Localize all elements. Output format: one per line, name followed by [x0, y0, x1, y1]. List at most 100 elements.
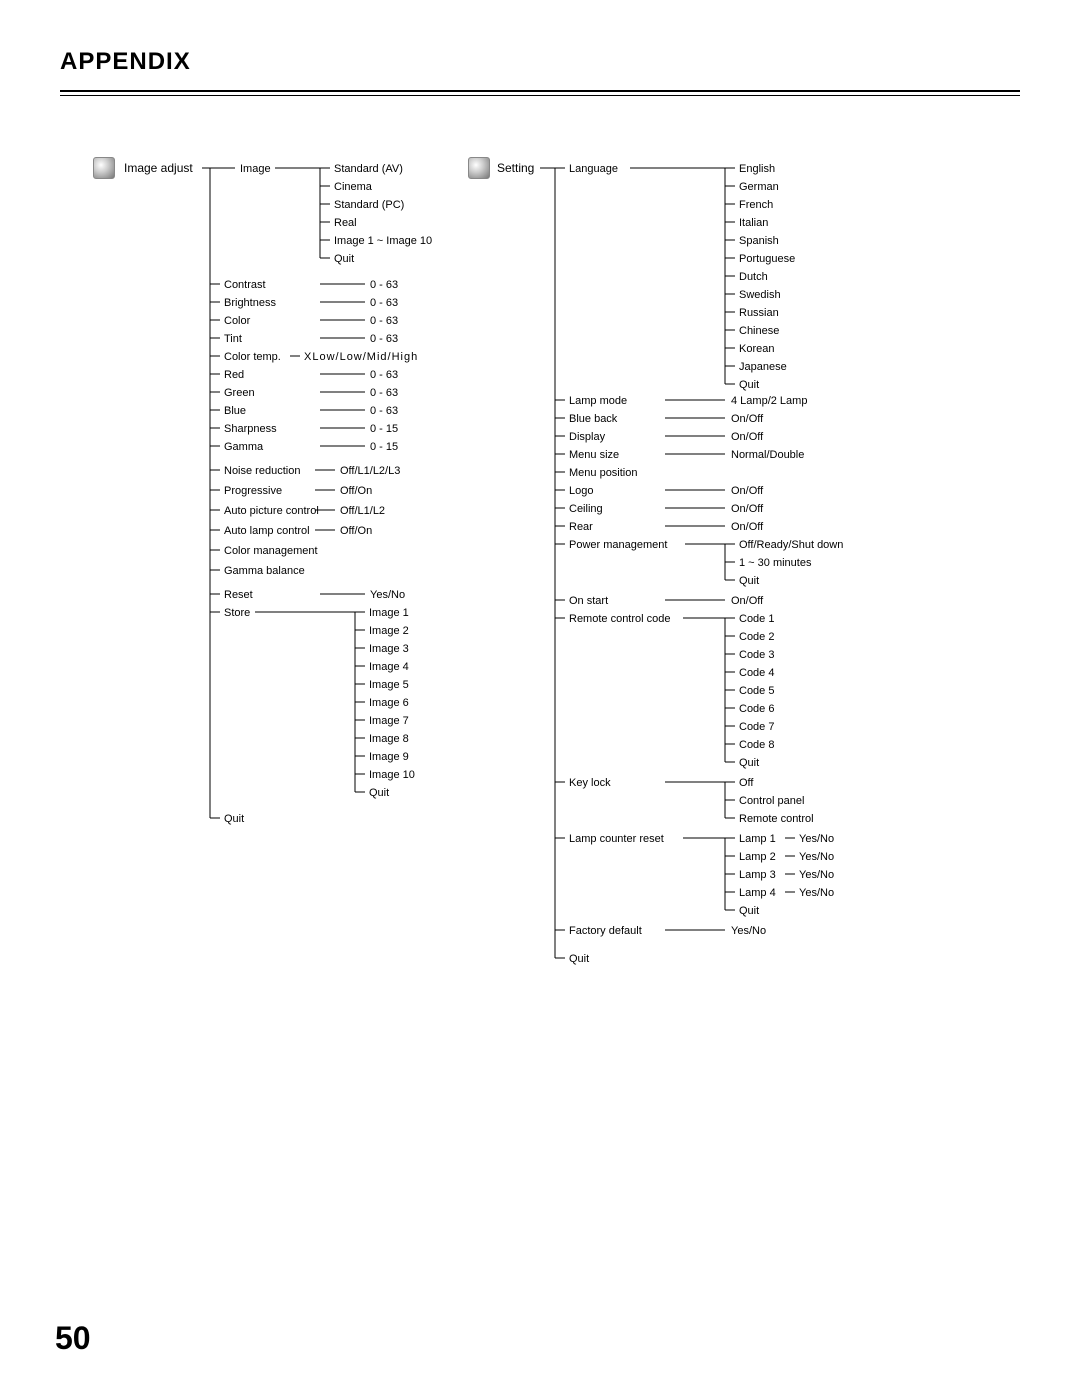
svg-text:0 - 63: 0 - 63 — [370, 315, 398, 327]
svg-text:Lamp 4: Lamp 4 — [739, 887, 776, 899]
svg-text:Display: Display — [569, 431, 606, 443]
svg-text:Control panel: Control panel — [739, 795, 804, 807]
svg-text:On/Off: On/Off — [731, 503, 764, 515]
svg-text:Contrast: Contrast — [224, 279, 266, 291]
svg-text:Image 4: Image 4 — [369, 661, 409, 673]
svg-text:Color temp.: Color temp. — [224, 351, 281, 363]
page-title: APPENDIX — [60, 48, 1020, 76]
svg-text:English: English — [739, 163, 775, 175]
svg-text:Sharpness: Sharpness — [224, 423, 277, 435]
svg-text:Off/On: Off/On — [340, 485, 372, 497]
svg-text:Red: Red — [224, 369, 244, 381]
svg-text:Yes/No: Yes/No — [799, 851, 834, 863]
svg-text:Code 3: Code 3 — [739, 649, 774, 661]
svg-text:Image 2: Image 2 — [369, 625, 409, 637]
svg-text:Image 1 ~ Image 10: Image 1 ~ Image 10 — [334, 235, 432, 247]
svg-text:Code 5: Code 5 — [739, 685, 774, 697]
svg-text:0 - 63: 0 - 63 — [370, 369, 398, 381]
svg-text:Factory default: Factory default — [569, 925, 642, 937]
svg-text:French: French — [739, 199, 773, 211]
svg-text:Menu position: Menu position — [569, 467, 638, 479]
svg-text:Image 1: Image 1 — [369, 607, 409, 619]
svg-text:Code 2: Code 2 — [739, 631, 774, 643]
svg-text:Image 3: Image 3 — [369, 643, 409, 655]
svg-text:Gamma: Gamma — [224, 441, 264, 453]
rule-thick — [60, 90, 1020, 92]
svg-text:Rear: Rear — [569, 521, 593, 533]
svg-text:Yes/No: Yes/No — [799, 833, 834, 845]
svg-text:Store: Store — [224, 607, 250, 619]
svg-text:Auto picture control: Auto picture control — [224, 505, 319, 517]
svg-text:Code 7: Code 7 — [739, 721, 774, 733]
svg-text:On/Off: On/Off — [731, 485, 764, 497]
svg-text:Yes/No: Yes/No — [370, 589, 405, 601]
svg-text:Korean: Korean — [739, 343, 774, 355]
svg-text:Blue: Blue — [224, 405, 246, 417]
svg-text:On/Off: On/Off — [731, 413, 764, 425]
svg-text:Color: Color — [224, 315, 251, 327]
svg-text:On/Off: On/Off — [731, 431, 764, 443]
svg-text:Off/L1/L2/L3: Off/L1/L2/L3 — [340, 465, 400, 477]
tree-setting: SettingLanguageEnglishGermanFrenchItalia… — [465, 155, 945, 985]
svg-text:Blue back: Blue back — [569, 413, 618, 425]
svg-text:Quit: Quit — [739, 757, 759, 769]
svg-text:Lamp 2: Lamp 2 — [739, 851, 776, 863]
svg-text:Yes/No: Yes/No — [799, 887, 834, 899]
svg-text:Quit: Quit — [569, 953, 589, 965]
svg-text:XLow/Low/Mid/High: XLow/Low/Mid/High — [304, 351, 418, 363]
svg-text:Menu size: Menu size — [569, 449, 619, 461]
svg-text:Japanese: Japanese — [739, 361, 787, 373]
svg-text:Lamp 1: Lamp 1 — [739, 833, 776, 845]
tree-image-adjust: Image adjustImageStandard (AV)CinemaStan… — [90, 155, 470, 835]
svg-text:Code 4: Code 4 — [739, 667, 774, 679]
svg-text:Quit: Quit — [739, 575, 759, 587]
svg-text:Logo: Logo — [569, 485, 593, 497]
svg-text:Setting: Setting — [497, 161, 534, 175]
svg-text:German: German — [739, 181, 779, 193]
svg-text:Brightness: Brightness — [224, 297, 276, 309]
rule-thin — [60, 95, 1020, 96]
svg-text:Standard (AV): Standard (AV) — [334, 163, 403, 175]
svg-text:Progressive: Progressive — [224, 485, 282, 497]
svg-text:Code 1: Code 1 — [739, 613, 774, 625]
svg-text:1 ~ 30 minutes: 1 ~ 30 minutes — [739, 557, 812, 569]
svg-text:0 - 63: 0 - 63 — [370, 333, 398, 345]
svg-text:On start: On start — [569, 595, 608, 607]
svg-text:Image 6: Image 6 — [369, 697, 409, 709]
svg-text:Russian: Russian — [739, 307, 779, 319]
svg-text:0 - 15: 0 - 15 — [370, 423, 398, 435]
svg-text:Quit: Quit — [739, 379, 759, 391]
svg-text:Chinese: Chinese — [739, 325, 779, 337]
svg-text:Off: Off — [739, 777, 754, 789]
svg-text:0 - 63: 0 - 63 — [370, 297, 398, 309]
svg-text:Off/L1/L2: Off/L1/L2 — [340, 505, 385, 517]
svg-text:Yes/No: Yes/No — [799, 869, 834, 881]
svg-text:0 - 63: 0 - 63 — [370, 387, 398, 399]
svg-text:Spanish: Spanish — [739, 235, 779, 247]
svg-text:Yes/No: Yes/No — [731, 925, 766, 937]
svg-text:Green: Green — [224, 387, 255, 399]
svg-text:Lamp counter reset: Lamp counter reset — [569, 833, 664, 845]
svg-text:Cinema: Cinema — [334, 181, 373, 193]
svg-text:Off/On: Off/On — [340, 525, 372, 537]
svg-text:Image adjust: Image adjust — [124, 161, 193, 175]
svg-text:Image 7: Image 7 — [369, 715, 409, 727]
svg-text:Lamp mode: Lamp mode — [569, 395, 627, 407]
svg-text:Quit: Quit — [224, 813, 244, 825]
svg-text:Image 5: Image 5 — [369, 679, 409, 691]
svg-text:Lamp 3: Lamp 3 — [739, 869, 776, 881]
svg-text:Dutch: Dutch — [739, 271, 768, 283]
svg-text:On/Off: On/Off — [731, 595, 764, 607]
page-number: 50 — [55, 1320, 91, 1357]
svg-text:Gamma balance: Gamma balance — [224, 565, 305, 577]
page-header: APPENDIX — [60, 48, 1020, 104]
svg-text:Image: Image — [240, 163, 271, 175]
svg-text:Quit: Quit — [334, 253, 354, 265]
svg-text:Quit: Quit — [739, 905, 759, 917]
svg-text:0 - 63: 0 - 63 — [370, 405, 398, 417]
svg-text:Code 8: Code 8 — [739, 739, 774, 751]
svg-text:0 - 63: 0 - 63 — [370, 279, 398, 291]
svg-text:Auto lamp control: Auto lamp control — [224, 525, 310, 537]
svg-text:Quit: Quit — [369, 787, 389, 799]
svg-text:Key lock: Key lock — [569, 777, 611, 789]
